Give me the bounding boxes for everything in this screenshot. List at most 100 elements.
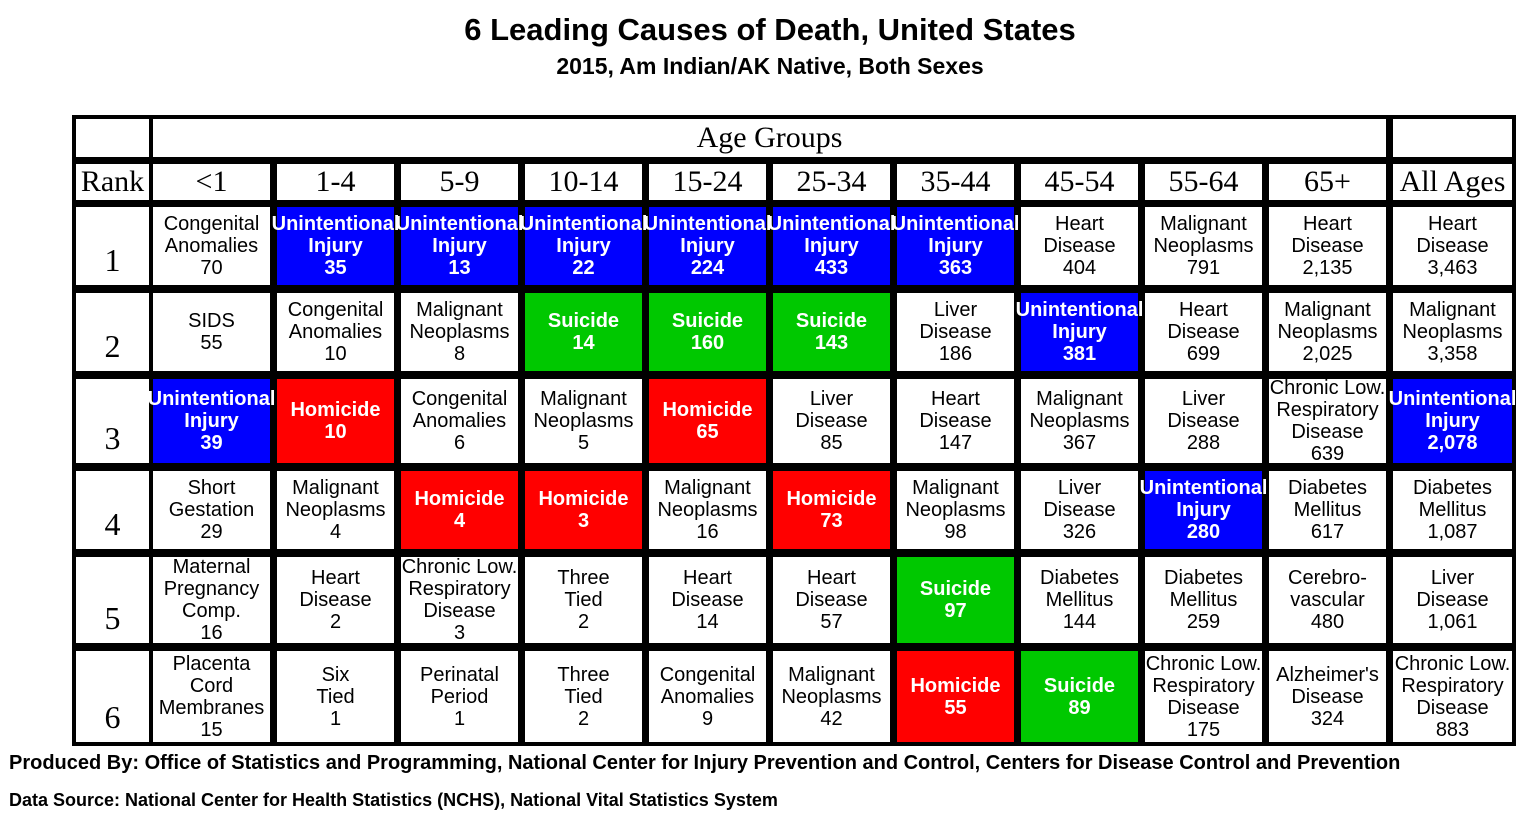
- cause-name: Homicide: [290, 399, 381, 421]
- cause-cell: Chronic Low. Respiratory Disease 639: [1269, 377, 1386, 465]
- cause-name: Injury: [1052, 321, 1107, 343]
- cause-name: Disease: [1167, 410, 1240, 432]
- rank-cell: 3: [76, 379, 149, 463]
- cause-name: Malignant: [664, 477, 751, 499]
- column-header-label: 55-64: [1168, 165, 1239, 198]
- cause-name: Pregnancy: [163, 578, 260, 600]
- cause-name: Anomalies: [412, 410, 507, 432]
- death-count: 98: [944, 521, 967, 543]
- cause-cell: Short Gestation 29: [153, 471, 270, 549]
- cause-cell: Unintentional Injury 363: [892, 207, 1019, 285]
- cause-name: Respiratory: [1276, 399, 1379, 421]
- rank-number: 3: [104, 420, 121, 456]
- death-count: 2,078: [1427, 432, 1478, 454]
- cause-cell: Diabetes Mellitus 144: [1021, 557, 1138, 643]
- cause-cell: Homicide 3: [525, 471, 642, 549]
- cause-cell: Malignant Neoplasms 4: [277, 471, 394, 549]
- cause-cell: Three Tied 2: [525, 557, 642, 643]
- death-count: 433: [814, 257, 849, 279]
- cause-cell: Chronic Low. Respiratory Disease 175: [1145, 651, 1262, 742]
- cause-name: SIDS: [188, 310, 235, 332]
- death-count: 404: [1062, 257, 1097, 279]
- cause-name: Alzheimer's: [1276, 663, 1379, 686]
- cause-name: Injury: [432, 235, 487, 257]
- column-header: 1-4: [277, 164, 394, 200]
- cause-cell: Unintentional Injury 433: [768, 207, 895, 285]
- cause-name: Disease: [1291, 235, 1364, 257]
- cause-name: Chronic Low.: [401, 556, 518, 578]
- cause-name: Three: [557, 663, 610, 686]
- cause-name: Disease: [1291, 685, 1364, 708]
- chart-title: 6 Leading Causes of Death, United States: [464, 12, 1076, 47]
- rank-cell: 2: [76, 293, 149, 371]
- rank-header-label: Rank: [80, 165, 145, 198]
- cause-cell: Heart Disease 404: [1021, 207, 1138, 285]
- cause-name: Mellitus: [1045, 589, 1114, 611]
- cause-name: Gestation: [168, 499, 255, 521]
- cause-cell: Suicide 89: [1021, 651, 1138, 742]
- cause-name: Neoplasms: [409, 321, 510, 343]
- cause-name: Suicide: [547, 310, 620, 332]
- cause-cell: Heart Disease 14: [649, 557, 766, 643]
- cause-name: Diabetes: [1413, 477, 1492, 499]
- cause-cell: Malignant Neoplasms 8: [401, 293, 518, 371]
- cause-name: Heart: [931, 388, 980, 410]
- cause-name: Cord: [189, 674, 234, 697]
- rank-cell: 4: [76, 471, 149, 549]
- cause-name: Unintentional: [147, 388, 276, 410]
- cause-cell: Liver Disease 186: [897, 293, 1014, 371]
- cause-cell: Congenital Anomalies 6: [401, 379, 518, 463]
- cause-cell: Congenital Anomalies 10: [277, 293, 394, 371]
- rank-cell: 1: [76, 207, 149, 285]
- death-count: 143: [814, 332, 849, 354]
- cause-name: Diabetes: [1164, 567, 1243, 589]
- death-count: 3: [577, 510, 590, 532]
- cause-name: Three: [557, 567, 610, 589]
- cause-name: Injury: [680, 235, 735, 257]
- cause-name: Neoplasms: [1153, 235, 1254, 257]
- cause-cell: Homicide 10: [277, 379, 394, 463]
- cause-name: Period: [430, 685, 489, 708]
- cause-name: Disease: [1416, 235, 1489, 257]
- cause-cell: Unintentional Injury 35: [272, 207, 399, 285]
- death-count: 280: [1186, 521, 1221, 543]
- cause-name: Unintentional: [271, 213, 400, 235]
- cause-name: Homicide: [662, 399, 753, 421]
- cause-cell: Heart Disease 2,135: [1269, 207, 1386, 285]
- cause-name: Mellitus: [1169, 589, 1238, 611]
- cause-name: Disease: [795, 589, 868, 611]
- cause-name: Anomalies: [660, 685, 755, 708]
- death-count: 224: [690, 257, 725, 279]
- cause-cell: Suicide 143: [773, 293, 890, 371]
- cause-cell: Congenital Anomalies 70: [153, 207, 270, 285]
- cause-name: Disease: [299, 589, 372, 611]
- rank-number: 1: [104, 242, 121, 278]
- cause-name: Unintentional: [519, 213, 648, 235]
- death-count: 42: [820, 707, 843, 730]
- column-header: 25-34: [773, 164, 890, 200]
- death-count: 85: [820, 432, 843, 454]
- cause-name: Suicide: [919, 578, 992, 600]
- cause-cell: Suicide 14: [525, 293, 642, 371]
- cause-cell: Unintentional Injury 224: [644, 207, 771, 285]
- death-count: 16: [200, 622, 223, 644]
- cause-cell: Congenital Anomalies 9: [649, 651, 766, 742]
- cause-name: Homicide: [910, 674, 1001, 697]
- cause-name: Disease: [671, 589, 744, 611]
- column-header-label: 10-14: [548, 165, 619, 198]
- footer-produced-by: Produced By: Office of Statistics and Pr…: [9, 752, 1401, 774]
- cause-cell: Diabetes Mellitus 1,087: [1393, 471, 1512, 549]
- column-header: 35-44: [897, 164, 1014, 200]
- death-count: 2,135: [1302, 257, 1353, 279]
- rank-header: Rank: [76, 164, 149, 200]
- death-count: 73: [820, 510, 843, 532]
- cause-name: Disease: [919, 321, 992, 343]
- cause-cell: Unintentional Injury 13: [396, 207, 523, 285]
- cause-name: Homicide: [786, 488, 877, 510]
- death-count: 14: [572, 332, 595, 354]
- death-count: 10: [324, 343, 347, 365]
- cause-name: Heart: [1303, 213, 1352, 235]
- cause-name: Injury: [308, 235, 363, 257]
- death-count: 6: [453, 432, 466, 454]
- cause-name: vascular: [1290, 589, 1365, 611]
